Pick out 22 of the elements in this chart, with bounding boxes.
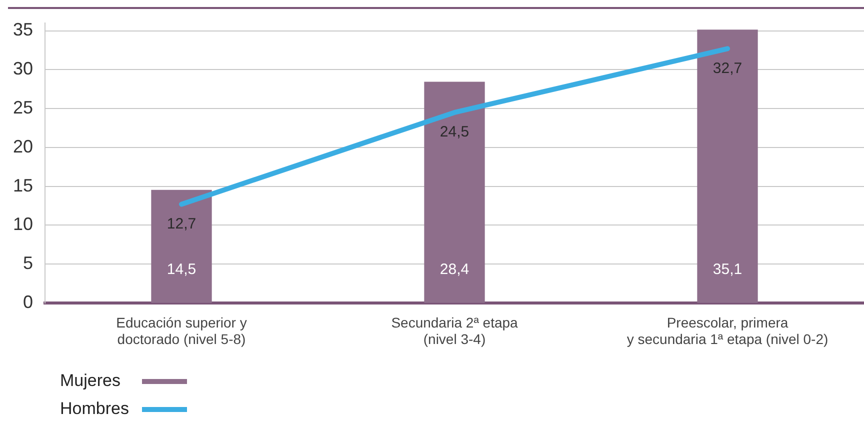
y-tick-label: 15: [12, 175, 33, 196]
legend-label: Mujeres: [60, 371, 122, 391]
x-tick-label: Secundaria 2ª etapa (nivel 3-4): [391, 314, 518, 348]
data-label: 28,4: [440, 261, 470, 278]
legend-label: Hombres: [60, 399, 129, 419]
y-tick-label: 10: [12, 214, 33, 234]
data-label: 24,5: [440, 124, 470, 141]
data-label: 14,5: [166, 261, 196, 278]
y-tick-label: 0: [22, 292, 33, 312]
y-tick-label: 35: [12, 20, 33, 40]
x-tick-label: Educación superior y doctorado (nivel 5-8): [116, 314, 247, 348]
y-tick-label: 20: [12, 136, 33, 156]
x-tick-label: Preescolar, primera y secundaria 1ª etapa (nivel 0-2): [626, 314, 828, 348]
y-tick-label: 30: [12, 58, 33, 79]
bar: [424, 82, 485, 303]
y-tick-label: 5: [22, 253, 33, 274]
data-label: 32,7: [712, 60, 742, 77]
bar: [697, 30, 758, 303]
data-label: 35,1: [712, 261, 742, 278]
y-tick-label: 25: [12, 98, 33, 118]
data-label: 12,7: [166, 215, 196, 232]
bar: [151, 190, 212, 303]
